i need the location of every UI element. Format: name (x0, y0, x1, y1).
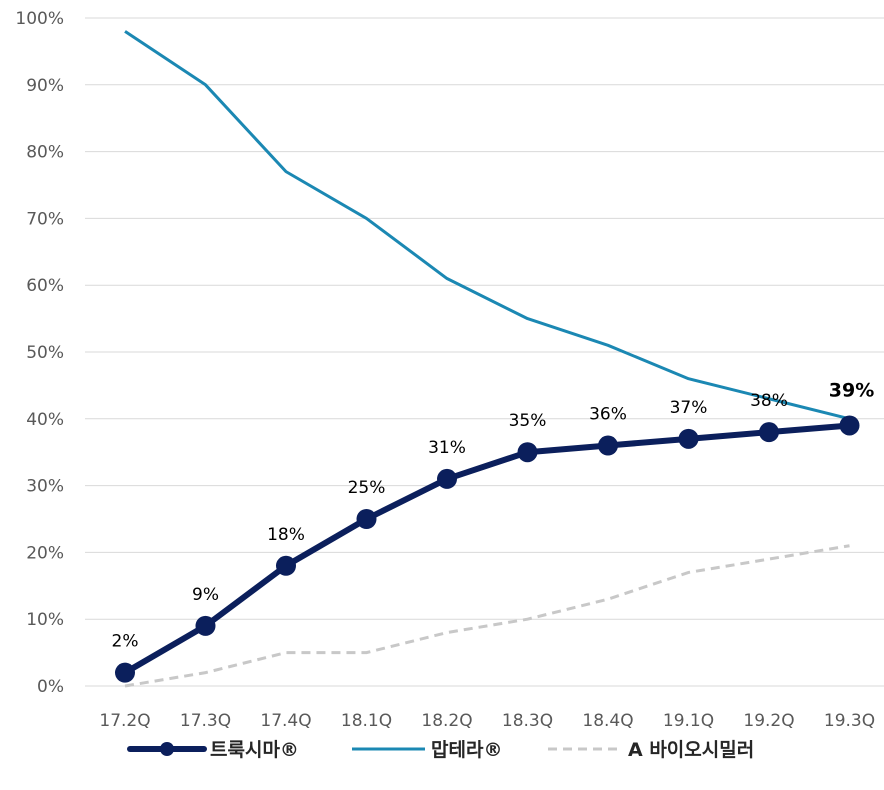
legend-label-mabthera: 맙테라® (431, 739, 502, 761)
data-label-truxima: 2% (112, 632, 139, 652)
series-line-mabthera (124, 30, 850, 421)
series-lines (115, 30, 860, 688)
data-label-truxima: 37% (670, 398, 708, 418)
y-tick-label: 10% (26, 610, 64, 630)
x-tick-label: 19.2Q (743, 711, 794, 731)
y-tick-label: 80% (26, 143, 64, 163)
data-point-truxima (115, 662, 135, 683)
x-tick-label: 18.1Q (341, 711, 392, 731)
data-label-truxima: 39% (829, 379, 874, 401)
x-tick-label: 17.4Q (260, 711, 311, 731)
data-label-truxima: 35% (509, 411, 547, 431)
x-tick-label: 18.2Q (421, 711, 472, 731)
y-tick-label: 90% (26, 76, 64, 96)
y-tick-label: 0% (37, 677, 64, 697)
data-point-truxima (598, 435, 618, 456)
y-tick-label: 20% (26, 543, 64, 563)
data-point-truxima (356, 509, 377, 529)
data-label-truxima: 36% (589, 405, 627, 425)
data-label-truxima: 38% (750, 391, 788, 411)
data-point-truxima (437, 468, 457, 489)
x-tick-label: 18.3Q (502, 711, 553, 731)
data-point-truxima (276, 555, 296, 576)
legend: 트룩시마® 맙테라® A 바이오시밀러 (127, 739, 754, 761)
y-tick-label: 70% (26, 209, 64, 229)
series-line-truxima (122, 422, 853, 676)
series-line-biosimilar-a (124, 544, 850, 688)
legend-marker-truxima (160, 742, 174, 756)
x-tick-label: 19.3Q (824, 711, 875, 731)
data-label-truxima: 31% (428, 438, 466, 458)
legend-label-biosimilar-a: A 바이오시밀러 (628, 739, 754, 761)
data-point-truxima (759, 422, 779, 443)
y-tick-label: 60% (26, 276, 64, 296)
y-axis-tick-labels: 0% 10% 20% 30% 40% 50% 60% 70% 80% 90% 100% (15, 9, 64, 697)
x-axis-tick-labels: 17.2Q 17.3Q 17.4Q 18.1Q 18.2Q 18.3Q 18.4Q 19.1Q… (99, 711, 875, 731)
legend-item-mabthera: 맙테라® (352, 739, 502, 761)
data-labels: 2% 9% 18% 25% 31% 35% 36% 37% 38% 39% (112, 379, 875, 651)
legend-item-biosimilar-a: A 바이오시밀러 (548, 739, 754, 761)
x-tick-label: 18.4Q (582, 711, 633, 731)
x-tick-label: 19.1Q (663, 711, 714, 731)
data-point-truxima (678, 428, 699, 449)
y-tick-label: 30% (26, 477, 64, 497)
legend-item-truxima: 트룩시마® (127, 739, 299, 761)
y-tick-label: 100% (15, 9, 64, 29)
x-tick-label: 17.2Q (99, 711, 150, 731)
x-tick-label: 17.3Q (180, 711, 231, 731)
data-point-truxima (517, 442, 538, 463)
data-label-truxima: 9% (192, 585, 219, 605)
data-label-truxima: 18% (267, 525, 305, 545)
data-label-truxima: 25% (348, 478, 386, 498)
legend-label-truxima: 트룩시마® (210, 739, 299, 761)
y-tick-label: 40% (26, 410, 64, 430)
data-point-truxima (195, 615, 216, 636)
data-point-truxima (839, 415, 860, 436)
y-tick-label: 50% (26, 343, 64, 363)
